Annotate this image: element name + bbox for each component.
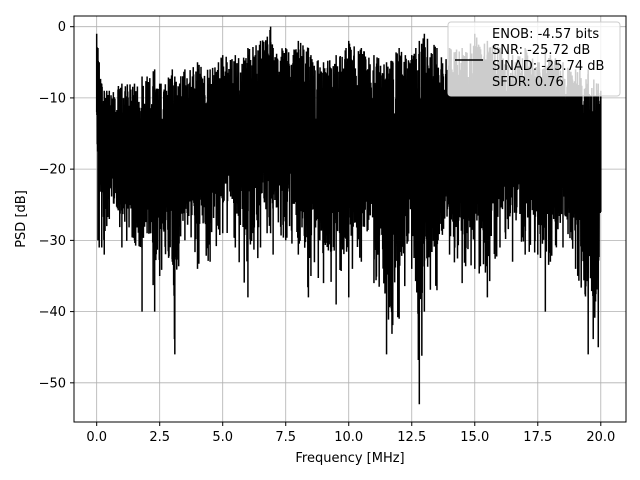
x-tick-label: 17.5 [523, 430, 552, 445]
x-tick-label: 15.0 [460, 430, 489, 445]
plot-frame [73, 15, 627, 423]
x-axis: 0.0 2.5 5.0 7.5 10.0 12.5 15.0 17.5 20.0 [86, 422, 615, 445]
legend-entry-sfdr: SFDR: 0.76 [492, 75, 564, 90]
y-tick-label: −30 [39, 234, 66, 249]
legend-entry-snr: SNR: -25.72 dB [492, 43, 590, 58]
y-axis: 0 −10 −20 −30 −40 −50 [39, 20, 74, 391]
y-tick-label: 0 [58, 20, 66, 35]
x-axis-label: Frequency [MHz] [295, 451, 404, 466]
psd-series-line [95, 26, 602, 405]
x-tick-label: 12.5 [397, 430, 426, 445]
x-tick-label: 0.0 [86, 430, 107, 445]
legend-entry-sinad: SINAD: -25.74 dB [492, 59, 604, 74]
x-tick-label: 5.0 [212, 430, 233, 445]
x-tick-label: 20.0 [586, 430, 615, 445]
x-tick-label: 10.0 [334, 430, 363, 445]
x-tick-label: 2.5 [149, 430, 170, 445]
y-tick-label: −20 [39, 163, 66, 178]
legend-entry-enob: ENOB: -4.57 bits [492, 27, 599, 42]
y-tick-label: −10 [39, 91, 66, 106]
legend: ENOB: -4.57 bits SNR: -25.72 dB SINAD: -… [447, 21, 621, 97]
legend-box [447, 21, 621, 97]
y-tick-label: −50 [39, 376, 66, 391]
x-tick-label: 7.5 [275, 430, 296, 445]
y-axis-label: PSD [dB] [14, 190, 29, 248]
y-tick-label: −40 [39, 305, 66, 320]
data-layer [95, 26, 602, 405]
